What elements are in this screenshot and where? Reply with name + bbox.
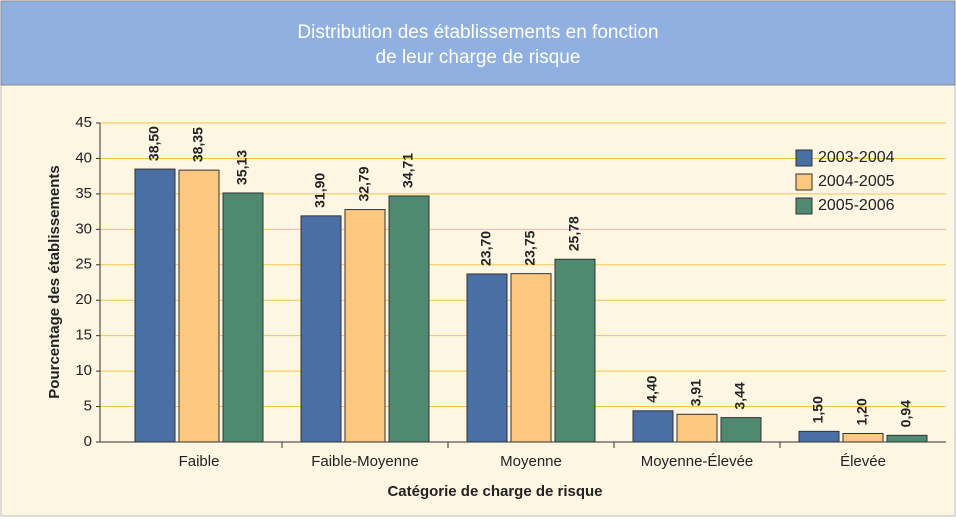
legend-swatch	[795, 197, 813, 215]
y-tick-label: 30	[75, 220, 92, 237]
y-tick-label: 25	[75, 256, 92, 273]
value-label: 38,50	[146, 126, 162, 161]
y-tick-label: 40	[75, 149, 92, 166]
value-label: 25,78	[566, 216, 582, 251]
bar	[510, 273, 552, 443]
x-tick-label: Faible-Moyenne	[311, 453, 419, 470]
value-label: 0,94	[898, 400, 914, 427]
legend-swatch	[795, 149, 813, 167]
value-label: 1,50	[810, 396, 826, 423]
value-label: 3,91	[688, 379, 704, 406]
value-label: 4,40	[644, 375, 660, 402]
x-tick-label: Moyenne	[500, 453, 562, 470]
bar	[222, 192, 264, 443]
bar	[134, 168, 176, 443]
y-tick-label: 5	[84, 398, 92, 415]
value-label: 3,44	[732, 382, 748, 409]
value-label: 23,75	[522, 230, 538, 265]
legend-label: 2004-2005	[818, 173, 895, 190]
x-tick-label: Élevée	[840, 453, 886, 470]
chart-title: de leur charge de risque	[376, 47, 581, 68]
value-label: 31,90	[312, 173, 328, 208]
x-axis-title: Catégorie de charge de risque	[387, 483, 602, 500]
bar	[300, 215, 342, 443]
value-label: 1,20	[854, 398, 870, 425]
title-banner	[0, 0, 956, 86]
bar	[798, 430, 840, 443]
bar	[178, 169, 220, 443]
x-tick-label: Faible	[179, 453, 220, 470]
value-label: 34,71	[400, 153, 416, 188]
bar	[842, 432, 884, 443]
bar	[466, 273, 508, 443]
y-tick-label: 45	[75, 114, 92, 131]
bar	[886, 434, 928, 443]
bar	[554, 258, 596, 443]
bar	[632, 410, 674, 443]
bar	[720, 417, 762, 443]
chart-title: Distribution des établissements en fonct…	[297, 22, 658, 43]
y-tick-label: 35	[75, 185, 92, 202]
value-label: 32,79	[356, 166, 372, 201]
legend-label: 2003-2004	[818, 149, 895, 166]
value-label: 38,35	[190, 127, 206, 162]
y-tick-label: 20	[75, 291, 92, 308]
y-tick-label: 0	[84, 433, 92, 450]
legend-label: 2005-2006	[818, 197, 895, 214]
bar	[344, 209, 386, 443]
legend-swatch	[795, 173, 813, 191]
x-tick-label: Moyenne-Élevée	[641, 453, 754, 470]
y-axis-title: Pourcentage des établissements	[46, 165, 63, 398]
value-label: 23,70	[478, 231, 494, 266]
y-tick-label: 10	[75, 362, 92, 379]
y-tick-label: 15	[75, 327, 92, 344]
value-label: 35,13	[234, 150, 250, 185]
bar	[676, 413, 718, 443]
bar	[388, 195, 430, 443]
